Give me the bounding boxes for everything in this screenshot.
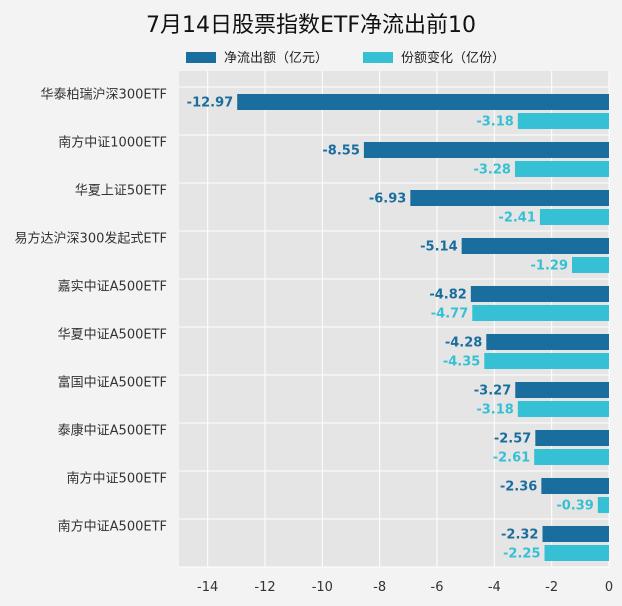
- bar-series-1: [541, 478, 609, 494]
- value-label-series-2: -3.18: [476, 115, 513, 130]
- bar-series-2: [472, 305, 609, 321]
- legend-swatch-2: [363, 52, 393, 63]
- category-label: 南方中证A500ETF: [58, 519, 167, 535]
- category-label: 嘉实中证A500ETF: [58, 280, 167, 295]
- bar-series-1: [410, 190, 609, 206]
- bar-series-2: [544, 545, 609, 561]
- value-label-series-1: -8.55: [322, 144, 359, 159]
- value-label-series-2: -4.77: [431, 307, 468, 322]
- value-label-series-2: -2.25: [503, 547, 540, 562]
- x-tick-label: -6: [431, 580, 444, 595]
- value-label-series-2: -3.18: [476, 403, 513, 418]
- bar-series-1: [363, 142, 609, 158]
- bar-series-1: [470, 286, 609, 302]
- value-label-series-2: -0.39: [556, 499, 593, 514]
- x-tick-label: -10: [312, 580, 333, 595]
- bar-series-2: [597, 497, 609, 513]
- value-label-series-1: -3.27: [474, 384, 511, 399]
- category-label: 南方中证1000ETF: [58, 135, 167, 151]
- bar-series-2: [484, 353, 609, 369]
- bar-series-1: [486, 334, 609, 350]
- chart-title: 7月14日股票指数ETF净流出前10: [146, 13, 476, 38]
- category-label: 南方中证500ETF: [67, 471, 167, 487]
- x-tick-label: -12: [254, 580, 275, 595]
- value-label-series-2: -2.41: [498, 211, 535, 226]
- value-label-series-2: -3.28: [473, 163, 510, 178]
- x-tick-label: 0: [605, 580, 613, 595]
- value-label-series-1: -6.93: [369, 192, 406, 207]
- bar-series-2: [517, 113, 609, 129]
- bar-series-1: [237, 94, 609, 110]
- bar-series-2: [534, 449, 609, 465]
- value-label-series-2: -4.35: [443, 355, 480, 370]
- value-label-series-1: -2.57: [494, 432, 531, 447]
- value-label-series-2: -1.29: [531, 259, 568, 274]
- x-tick-label: -8: [373, 580, 386, 595]
- category-label: 华夏上证50ETF: [75, 184, 167, 199]
- x-tick-label: -2: [545, 580, 558, 595]
- bar-series-1: [542, 526, 609, 542]
- bar-series-2: [517, 401, 609, 417]
- bar-series-1: [515, 382, 609, 398]
- value-label-series-1: -4.82: [429, 288, 466, 303]
- category-label: 易方达沪深300发起式ETF: [15, 231, 167, 247]
- category-label: 华泰柏瑞沪深300ETF: [41, 87, 167, 103]
- value-label-series-2: -2.61: [493, 451, 530, 466]
- bar-series-1: [535, 430, 609, 446]
- bar-series-2: [539, 209, 609, 225]
- category-label: 泰康中证A500ETF: [58, 423, 167, 439]
- legend-label-1: 净流出额（亿元）: [224, 51, 328, 66]
- value-label-series-1: -2.32: [501, 528, 538, 543]
- legend-label-2: 份额变化（亿份）: [401, 50, 505, 66]
- value-label-series-1: -4.28: [445, 336, 482, 351]
- bar-series-2: [572, 257, 609, 273]
- x-tick-label: -4: [488, 580, 501, 595]
- value-label-series-1: -2.36: [500, 480, 537, 495]
- category-label: 富国中证A500ETF: [58, 375, 167, 391]
- value-label-series-1: -12.97: [187, 96, 234, 111]
- category-label: 华夏中证A500ETF: [58, 328, 167, 343]
- legend-swatch-1: [186, 52, 216, 63]
- bar-series-1: [461, 238, 609, 254]
- bar-series-2: [514, 161, 609, 177]
- x-tick-label: -14: [197, 580, 218, 595]
- value-label-series-1: -5.14: [420, 240, 457, 255]
